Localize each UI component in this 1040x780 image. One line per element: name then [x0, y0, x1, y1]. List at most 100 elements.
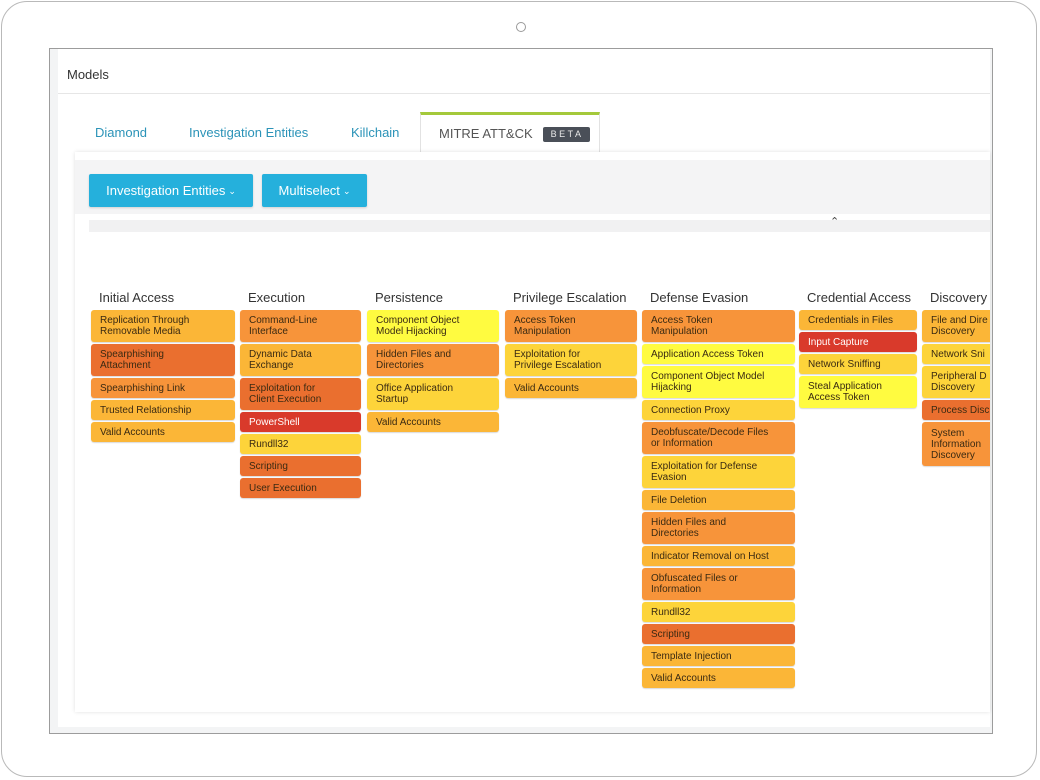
technique-label: Component Object Model Hijacking	[651, 371, 765, 393]
collapse-bar[interactable]	[89, 220, 990, 232]
chevron-up-icon[interactable]: ⌃	[830, 216, 840, 228]
tactic-header: Initial Access	[99, 290, 175, 305]
technique-label: User Execution	[249, 482, 317, 494]
tactic-column-credential-access: Credential Access Credentials in Files In…	[799, 290, 917, 410]
technique-cell[interactable]: Connection Proxy	[642, 400, 795, 420]
toolbar: Investigation Entities ⌄ Multiselect ⌄	[75, 160, 990, 214]
multiselect-dropdown-button[interactable]: Multiselect ⌄	[262, 174, 367, 207]
tactic-header: Credential Access	[807, 290, 912, 305]
technique-list: Command-Line Interface Dynamic Data Excha…	[240, 310, 361, 498]
technique-cell[interactable]: Rundll32	[642, 602, 795, 622]
technique-cell[interactable]: Component Object Model Hijacking	[367, 310, 499, 342]
technique-label: Scripting	[651, 628, 690, 640]
technique-cell[interactable]: File Deletion	[642, 490, 795, 510]
technique-cell[interactable]: Network Sni	[922, 344, 990, 364]
technique-list: Credentials in Files Input Capture Network…	[799, 310, 917, 408]
technique-label: Access Token Manipulation	[514, 315, 576, 337]
technique-cell[interactable]: Access Token Manipulation	[505, 310, 637, 342]
technique-cell[interactable]: Network Sniffing	[799, 354, 917, 374]
tab-diamond[interactable]: Diamond	[95, 125, 148, 140]
investigation-entities-button-label: Investigation Entities	[106, 183, 226, 198]
technique-cell[interactable]: Valid Accounts	[91, 422, 235, 442]
technique-label: Template Injection	[651, 650, 732, 662]
technique-cell[interactable]: Scripting	[240, 456, 361, 476]
technique-cell[interactable]: Exploitation for Client Execution	[240, 378, 361, 410]
tactic-header: Discovery	[930, 290, 988, 305]
investigation-entities-dropdown-button[interactable]: Investigation Entities ⌄	[89, 174, 253, 207]
technique-cell[interactable]: Scripting	[642, 624, 795, 644]
technique-cell[interactable]: Deobfuscate/Decode Files or Information	[642, 422, 795, 454]
tab-investigation-entities[interactable]: Investigation Entities	[189, 125, 309, 140]
technique-label: Command-Line Interface	[249, 315, 318, 337]
technique-cell[interactable]: Input Capture	[799, 332, 917, 352]
technique-label: Hidden Files and Directories	[651, 517, 727, 539]
technique-list: Access Token Manipulation Application Acc…	[642, 310, 795, 688]
technique-label: Network Sni	[931, 348, 985, 360]
technique-cell[interactable]: Hidden Files and Directories	[367, 344, 499, 376]
technique-cell[interactable]: Valid Accounts	[642, 668, 795, 688]
technique-label: Office Application Startup	[376, 383, 454, 405]
tactic-column-execution: Execution Command-Line Interface Dynamic …	[240, 290, 361, 500]
technique-label: Credentials in Files	[808, 314, 894, 326]
technique-cell[interactable]: Exploitation for Privilege Escalation	[505, 344, 637, 376]
technique-cell[interactable]: Credentials in Files	[799, 310, 917, 330]
technique-cell[interactable]: Replication Through Removable Media	[91, 310, 235, 342]
technique-cell[interactable]: System Information Discovery	[922, 422, 990, 466]
technique-label: Network Sniffing	[808, 358, 881, 370]
technique-label: Obfuscated Files or Information	[651, 573, 738, 595]
technique-cell[interactable]: Exploitation for Defense Evasion	[642, 456, 795, 488]
technique-label: Replication Through Removable Media	[100, 315, 190, 337]
tactic-header: Persistence	[375, 290, 443, 305]
camera-icon	[516, 22, 526, 32]
tactic-column-initial-access: Initial Access Replication Through Remov…	[91, 290, 235, 444]
tab-mitre-attack-label: MITRE ATT&CK	[439, 126, 533, 141]
technique-label: Spearphishing Link	[100, 382, 186, 394]
tab-mitre-attack[interactable]: MITRE ATT&CK BETA	[420, 112, 600, 152]
technique-label: Exploitation for Defense Evasion	[651, 461, 758, 483]
technique-cell[interactable]: User Execution	[240, 478, 361, 498]
technique-cell[interactable]: Process Disc	[922, 400, 990, 420]
technique-cell[interactable]: Spearphishing Link	[91, 378, 235, 398]
technique-label: File and Dire Discovery	[931, 315, 988, 337]
tactic-header: Defense Evasion	[650, 290, 749, 305]
technique-cell[interactable]: Steal Application Access Token	[799, 376, 917, 408]
technique-cell[interactable]: Application Access Token	[642, 344, 795, 364]
technique-cell[interactable]: Office Application Startup	[367, 378, 499, 410]
technique-cell[interactable]: Valid Accounts	[505, 378, 637, 398]
technique-cell[interactable]: Dynamic Data Exchange	[240, 344, 361, 376]
technique-label: Valid Accounts	[100, 426, 165, 438]
beta-badge: BETA	[542, 127, 590, 143]
technique-label: System Information Discovery	[931, 427, 982, 461]
technique-cell[interactable]: Hidden Files and Directories	[642, 512, 795, 544]
chevron-down-icon: ⌄	[342, 186, 351, 196]
technique-cell[interactable]: Valid Accounts	[367, 412, 499, 432]
technique-label: Exploitation for Client Execution	[249, 383, 322, 405]
model-content: Investigation Entities ⌄ Multiselect ⌄ ⌃ I…	[75, 152, 990, 712]
technique-cell[interactable]: Obfuscated Files or Information	[642, 568, 795, 600]
technique-label: Component Object Model Hijacking	[376, 315, 460, 337]
technique-label: Valid Accounts	[651, 672, 716, 684]
technique-label: Hidden Files and Directories	[376, 349, 452, 371]
technique-cell[interactable]: PowerShell	[240, 412, 361, 432]
technique-cell[interactable]: File and Dire Discovery	[922, 310, 990, 342]
technique-cell[interactable]: Rundll32	[240, 434, 361, 454]
technique-label: Valid Accounts	[376, 416, 441, 428]
technique-cell[interactable]: Peripheral D Discovery	[922, 366, 990, 398]
technique-label: Steal Application Access Token	[808, 381, 882, 403]
technique-cell[interactable]: Command-Line Interface	[240, 310, 361, 342]
app-screen: Models Diamond Investigation Entities Ki…	[49, 48, 993, 734]
technique-cell[interactable]: Trusted Relationship	[91, 400, 235, 420]
tactic-column-privilege-escalation: Privilege Escalation Access Token Manipu…	[505, 290, 637, 400]
technique-cell[interactable]: Template Injection	[642, 646, 795, 666]
technique-cell[interactable]: Access Token Manipulation	[642, 310, 795, 342]
technique-cell[interactable]: Indicator Removal on Host	[642, 546, 795, 566]
chevron-down-icon: ⌄	[228, 186, 236, 196]
panel-divider	[58, 93, 990, 94]
attack-matrix: Initial Access Replication Through Remov…	[75, 232, 990, 712]
tab-killchain[interactable]: Killchain	[351, 125, 400, 140]
technique-list: Replication Through Removable Media Spear…	[91, 310, 235, 442]
technique-cell[interactable]: Spearphishing Attachment	[91, 344, 235, 376]
technique-cell[interactable]: Component Object Model Hijacking	[642, 366, 795, 398]
technique-label: Scripting	[249, 460, 288, 472]
